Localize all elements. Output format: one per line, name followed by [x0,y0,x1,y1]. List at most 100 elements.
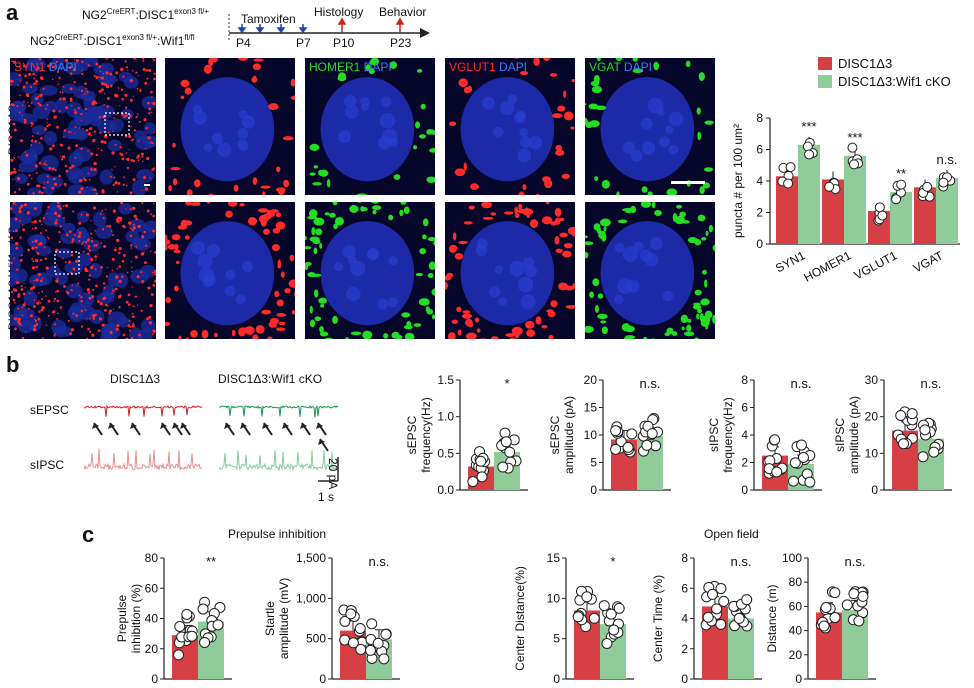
y-tick-label: 0 [681,672,688,685]
svg-text:amplitude (pA): amplitude (pA) [562,396,576,474]
data-point [804,476,816,488]
trace-col-label-control: DISC1Δ3 [110,372,161,386]
event-arrowhead [262,423,269,429]
significance-label: *** [847,130,862,145]
data-point [718,595,730,607]
data-point [769,434,781,446]
data-point [581,591,593,603]
channel-dapi-label: DAPI [45,60,77,74]
data-point [347,637,359,649]
data-point [919,424,931,436]
significance-label: ** [206,554,216,569]
ephys-trace [219,450,339,472]
data-point [733,612,745,624]
event-arrowhead [316,423,323,429]
y-tick-label: 40 [145,612,159,626]
trace-col-label-cko: DISC1Δ3:Wif1 cKO [218,372,323,386]
y-tick-label: 10 [865,446,879,460]
ephys-trace [219,405,339,418]
genotype-control: NG2CreERT:DISC1exon3 fl/+ [82,7,210,22]
data-point [895,409,907,421]
y-axis-label: Startle amplitude (mV) [263,578,291,659]
panel-label-b: b [6,352,20,377]
channel-label: HOMER1 DAPI [309,60,392,74]
channel-marker-label: VGAT [589,60,621,74]
y-axis-label: sEPSC amplitude (pA) [548,396,576,474]
svg-text:inhibition (%): inhibition (%) [129,584,143,653]
data-point [829,587,841,599]
y-axis-label: Center Time (%) [651,575,665,662]
event-arrowhead [180,423,187,429]
significance-label: * [504,376,509,391]
data-point [354,623,366,635]
data-point [174,620,186,632]
y-tick-label: 0 [795,672,802,685]
y-axis-label: sEPSC frequency(Hz) [405,397,433,472]
data-point [610,443,622,455]
data-point [173,649,185,661]
y-tick-label: 100 [782,551,802,565]
svg-text:frequency(Hz): frequency(Hz) [419,397,433,472]
timeline [228,14,430,40]
legend-item-cko: DISC1Δ3:Wif1 cKO [818,72,951,90]
y-tick-label: 80 [789,575,803,589]
micrograph-cko-5 [585,202,715,339]
scale-bar-time: 1 s [318,490,335,504]
data-point [771,466,783,478]
data-point [896,179,907,190]
data-point [938,177,949,188]
data-point [345,608,357,620]
micrograph-cko-4 [445,202,575,339]
tamoxifen-label: Tamoxifen [241,12,296,26]
y-tick-label: 10 [547,591,561,605]
data-point [785,162,796,173]
data-point [378,653,390,665]
y-tick-label: 0 [756,237,763,251]
micrograph-control-1: SYN1 DAPI [10,58,156,195]
significance-label: n.s. [369,554,390,569]
svg-text:Startle: Startle [263,601,277,636]
y-tick-label: 2 [756,206,763,220]
data-point [847,142,858,153]
data-point [853,615,865,627]
sepsc-amplitude-chart: 0 5 10 15 20 sEPSC amplitude (pA) n.s. [548,373,671,496]
y-tick-label: 1.5 [437,373,454,387]
data-point [467,476,479,488]
data-point [610,425,622,437]
data-point [715,583,727,595]
data-point [824,181,835,192]
svg-text:amplitude (pA): amplitude (pA) [847,396,861,474]
channel-dapi-label: DAPI [620,60,652,74]
data-point [787,475,799,487]
micrograph-control-3: HOMER1 DAPI [305,58,435,195]
data-point [702,611,714,623]
y-tick-label: 0 [871,483,878,496]
data-point [841,599,853,611]
y-tick-label: 1,500 [296,551,326,565]
channel-label: VGAT DAPI [589,60,652,74]
data-point [475,455,487,467]
y-tick-label: 60 [145,581,159,595]
y-tick-label: 2 [681,642,688,656]
prepulse-inhibition-chart: 0 20 40 60 80 Prepulse inhibition (%) ** [115,551,232,685]
data-point [877,210,888,221]
legend: DISC1Δ3 DISC1Δ3:Wif1 cKO [818,54,951,90]
data-point [891,194,902,205]
data-point [797,452,809,464]
data-point [641,439,653,451]
data-point [181,608,193,620]
y-tick-label: 10 [584,428,598,442]
trace-row-label-sepsc: sEPSC [30,403,69,417]
y-tick-label: 8 [681,551,688,565]
data-point [622,441,634,453]
data-point [598,600,610,612]
svg-text:Prepulse: Prepulse [115,595,129,643]
y-tick-label: 20 [584,373,598,387]
y-tick-label: 0 [741,483,748,496]
day-label: P4 [236,36,251,50]
startle-amplitude-chart: 0 500 1,000 1,500 Startle amplitude (mV) n.s. [263,551,400,685]
data-point [372,637,384,649]
day-label: P7 [296,36,311,50]
y-tick-label: 4 [756,174,763,188]
bar-cko [936,177,958,244]
